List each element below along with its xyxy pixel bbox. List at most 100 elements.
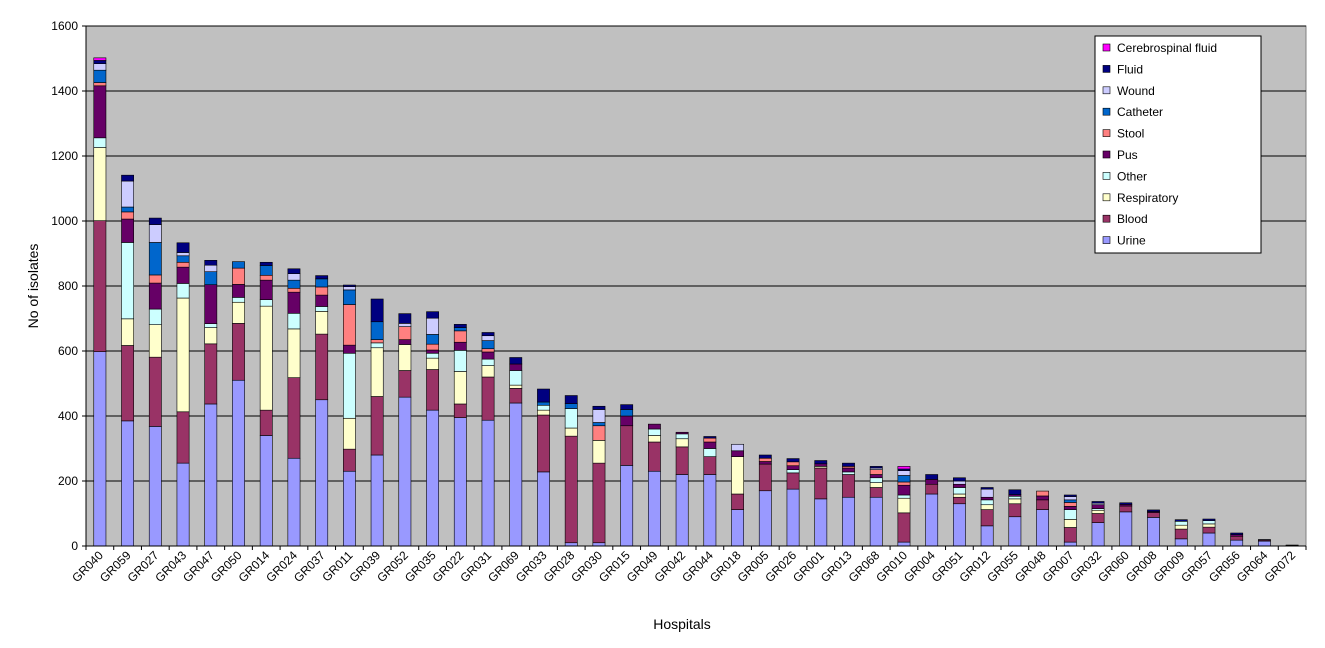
bar-segment-other [481,358,495,366]
bar-segment-other [426,352,439,359]
bar-segment-respiratory [509,384,523,389]
bar-segment-fluid [592,405,606,410]
bar-segment-urine [426,409,439,547]
bar-segment-respiratory [259,305,273,411]
bar-segment-urine [1202,532,1216,547]
bar-segment-catheter [426,334,439,345]
bar-segment-urine [1063,541,1077,547]
y-tick-label: 1000 [51,214,78,228]
bar-segment-stool [148,274,162,284]
bar-segment-fluid [786,458,800,463]
bar-segment-other [1202,520,1216,525]
bar-segment-other [897,494,911,499]
bar-segment-urine [453,417,467,547]
bar-segment-fluid [703,436,717,439]
bar-segment-stool [481,348,495,353]
bar-segment-respiratory [287,328,301,378]
legend-swatch [1102,65,1111,73]
bar-segment-blood [648,441,661,472]
bar-segment-stool [343,304,356,346]
bar-segment-blood [1174,528,1188,540]
bar-segment-blood [703,456,717,475]
bar-segment-other [1174,520,1188,526]
bar-segment-wound [980,488,994,498]
bar-segment-other [980,499,994,506]
bar-segment-pus [1063,506,1077,510]
bar-segment-respiratory [204,327,218,345]
bar-segment-blood [980,509,994,527]
bar-segment-other [259,299,273,307]
bar-segment-wound [398,323,412,327]
bar-segment-stool [121,211,134,220]
bar-segment-other [648,428,661,436]
bar-segment-urine [842,496,855,547]
bar-segment-fluid [620,404,634,410]
bar-segment-wound [953,480,966,485]
bar-segment-urine [481,419,495,547]
bar-segment-stool [453,330,467,343]
bar-segment-respiratory [121,318,134,346]
bar-segment-blood [148,356,162,427]
bar-segment-fluid [148,217,162,225]
bar-segment-catheter [620,409,634,417]
bar-segment-urine [869,496,883,547]
y-tick-label: 1600 [51,19,78,33]
bar-segment-fluid [1063,494,1077,497]
bar-segment-respiratory [675,438,689,448]
bar-segment-fluid [869,466,883,469]
bar-segment-other [370,342,384,349]
bar-segment-blood [1091,513,1105,523]
legend-item: Wound [1102,84,1155,98]
bar-segment-blood [731,493,744,510]
bar-segment-catheter [176,255,190,263]
legend-label: Other [1117,169,1147,183]
bar-segment-blood [1147,512,1160,518]
bar-segment-urine [980,525,994,547]
bar-segment-catheter [232,261,245,269]
bar-segment-blood [537,414,550,473]
bar-segment-pus [398,339,412,345]
legend-label: Blood [1117,212,1148,226]
bar-segment-respiratory [537,409,550,416]
legend-swatch [1102,214,1111,223]
bar-segment-other [842,471,855,475]
bar-segment-pus [176,266,190,284]
bar-segment-pus [842,467,855,473]
y-tick-label: 0 [71,539,78,553]
bar-segment-blood [1063,527,1077,543]
y-axis-ticks: 0 200 400 600 800 1000 1200 1400 1600 [51,19,87,553]
bar-segment-blood [453,403,467,418]
bar-segment-fluid [343,284,356,287]
bar-segment-pus [1036,495,1049,501]
bar-segment-fluid [426,311,439,319]
legend-item: Catheter [1102,105,1163,119]
bar-segment-wound [93,63,107,71]
bar-segment-wound [897,470,911,476]
bar-segment-respiratory [731,456,744,495]
bar-segment-catheter [481,340,495,350]
legend-swatch [1102,193,1111,202]
bar-segment-other [93,137,107,148]
bar-segment-blood [287,377,301,459]
legend-label: Urine [1117,234,1146,248]
bar-segment-pus [509,363,523,371]
legend-item: Fluid [1102,62,1143,76]
bar-segment-catheter [121,206,134,213]
bar-segment-urine [1119,511,1133,547]
bar-segment-respiratory [453,371,467,405]
bar-segment-cerebrospinal-fluid [93,57,107,61]
bar-segment-wound [426,317,439,335]
bar-segment-respiratory [176,297,190,413]
bar-segment-blood [675,446,689,475]
bar-segment-fluid [259,261,273,266]
bar-segment-wound [1063,496,1077,501]
bar-segment-urine [1036,509,1049,547]
bar-segment-urine [758,490,772,547]
bar-segment-fluid [93,60,107,65]
bar-segment-catheter [93,69,107,83]
bar-segment-urine [897,541,911,547]
bar-segment-blood [315,333,329,401]
bar-segment-urine [1174,538,1188,547]
bar-segment-other [148,308,162,325]
bar-segment-fluid [121,174,134,182]
